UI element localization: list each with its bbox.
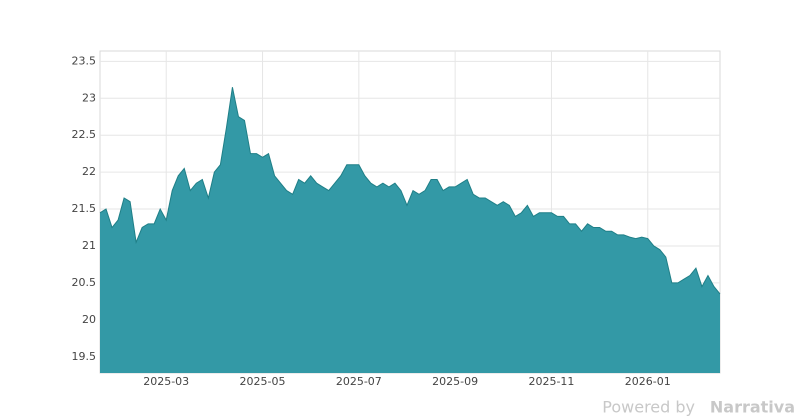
x-tick-label: 2026-01 <box>625 375 671 388</box>
x-tick-label: 2025-09 <box>432 375 478 388</box>
y-tick-label: 21.5 <box>72 202 97 215</box>
y-tick-label: 20 <box>82 313 96 326</box>
y-tick-label: 22.5 <box>72 128 97 141</box>
y-tick-label: 21 <box>82 239 96 252</box>
watermark-brand: Narrativa <box>710 398 795 417</box>
y-tick-label: 20.5 <box>72 276 97 289</box>
y-tick-label: 19.5 <box>72 350 97 363</box>
line <box>99 87 721 295</box>
y-tick-label: 23 <box>82 91 96 104</box>
y-tick-label: 22 <box>82 165 96 178</box>
x-tick-label: 2025-11 <box>528 375 574 388</box>
x-tick-label: 2025-07 <box>336 375 382 388</box>
watermark-prefix: Powered by <box>602 398 695 417</box>
y-tick-label: 23.5 <box>72 54 97 67</box>
x-tick-label: 2025-05 <box>240 375 286 388</box>
x-tick-label: 2025-03 <box>143 375 189 388</box>
area <box>100 87 720 373</box>
